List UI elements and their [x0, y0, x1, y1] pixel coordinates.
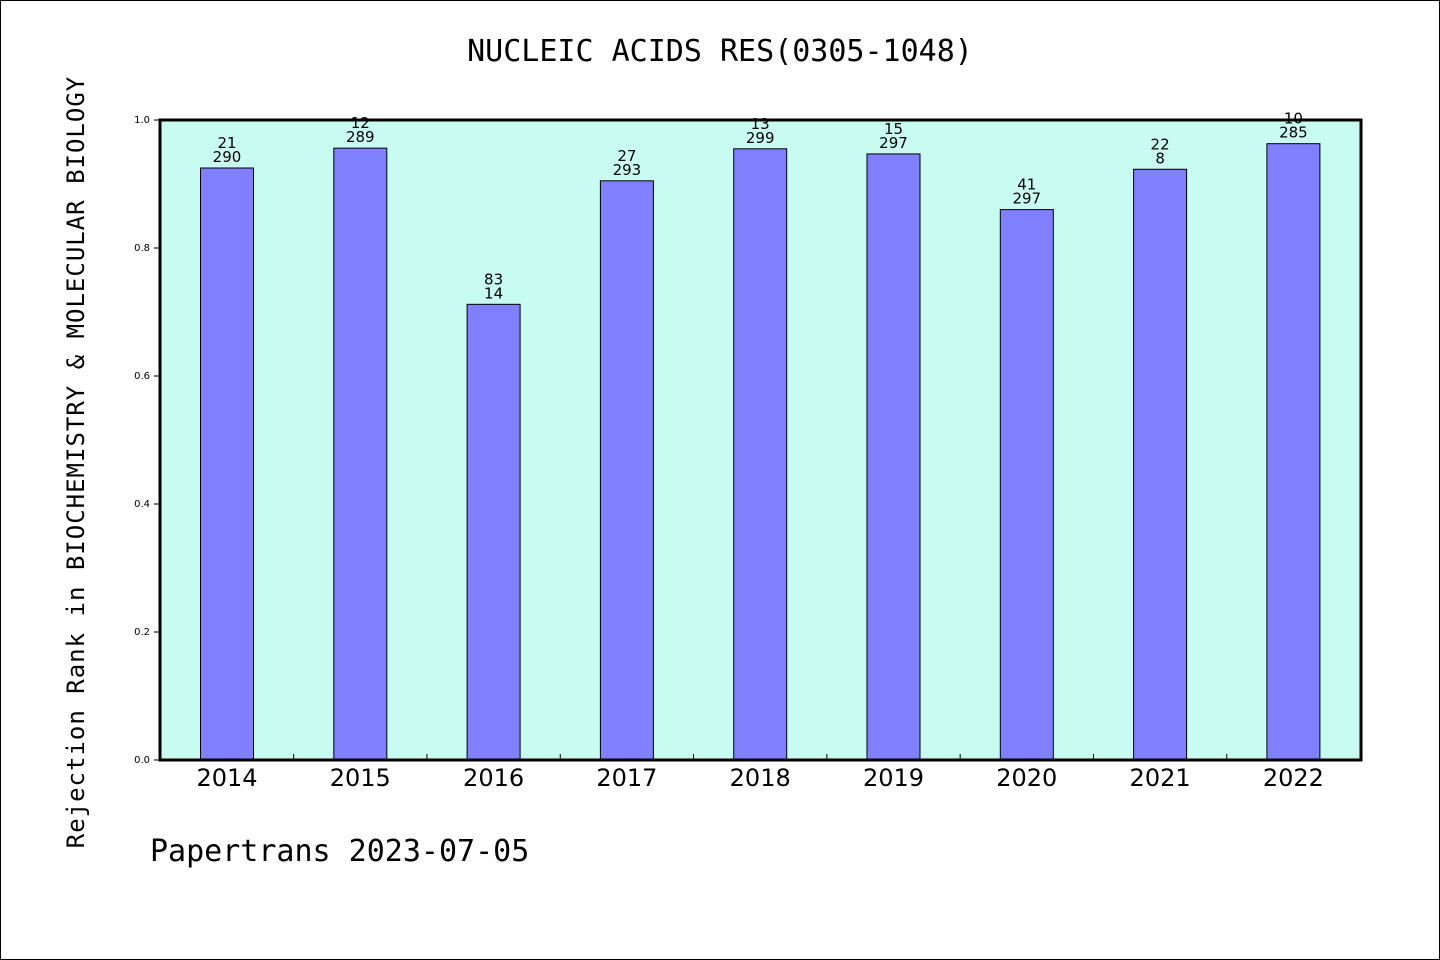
bar-2022: [1266, 143, 1321, 761]
plot-border: [158, 118, 1363, 762]
bar-label-top: 22: [1151, 135, 1170, 153]
bar-label-top: 83: [484, 270, 503, 288]
y-tick-label: 0.6: [134, 371, 150, 382]
bar-label-top: 21: [217, 134, 236, 152]
bar-label-bottom: 297: [879, 134, 908, 152]
x-category-label: 2021: [1130, 764, 1191, 792]
x-category-label: 2016: [463, 764, 524, 792]
bar-label-bottom: 293: [613, 161, 642, 179]
x-category-label: 2014: [196, 764, 257, 792]
x-category-label: 2020: [996, 764, 1057, 792]
bar-label-bottom: 299: [746, 129, 775, 147]
x-category-label: 2019: [863, 764, 924, 792]
y-tick-label: 0.8: [134, 243, 150, 254]
footer-text: Papertrans 2023-07-05: [150, 834, 530, 869]
bar-label-bottom: 8: [1155, 149, 1165, 167]
bar-2016: [466, 303, 521, 761]
y-tick-label: 0.0: [134, 755, 150, 766]
chart-title: NUCLEIC ACIDS RES(0305-1048): [467, 34, 973, 69]
bar-2020: [999, 209, 1054, 761]
y-tick-label: 0.2: [134, 627, 150, 638]
bar-label-bottom: 285: [1279, 124, 1308, 142]
bar-label-bottom: 290: [213, 148, 242, 166]
bar-2017: [599, 180, 654, 761]
x-category-label: 2022: [1263, 764, 1324, 792]
y-tick-label: 1.0: [134, 115, 150, 126]
bar-2018: [733, 148, 788, 761]
bar-2014: [200, 167, 254, 761]
bar-2021: [1133, 168, 1188, 761]
x-category-label: 2018: [730, 764, 791, 792]
x-category-label: 2017: [596, 764, 657, 792]
bar-label-bottom: 297: [1012, 190, 1041, 208]
bar-2015: [333, 147, 388, 761]
bar-label-bottom: 14: [484, 284, 503, 302]
bar-label-top: 27: [617, 147, 636, 165]
bar-2019: [866, 153, 921, 761]
bar-label-top: 15: [884, 120, 903, 138]
bar-label-bottom: 289: [346, 128, 375, 146]
y-tick-label: 0.4: [134, 499, 150, 510]
x-category-label: 2015: [330, 764, 391, 792]
bar-label-top: 41: [1017, 176, 1036, 194]
